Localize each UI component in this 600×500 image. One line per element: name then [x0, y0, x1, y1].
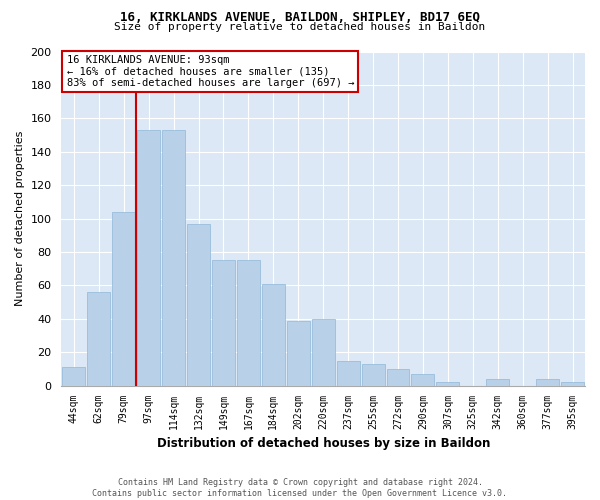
Bar	[386, 369, 409, 386]
Bar	[337, 360, 359, 386]
Bar	[112, 212, 135, 386]
Text: 16, KIRKLANDS AVENUE, BAILDON, SHIPLEY, BD17 6EQ: 16, KIRKLANDS AVENUE, BAILDON, SHIPLEY, …	[120, 11, 480, 24]
Bar	[287, 320, 310, 386]
Bar	[262, 284, 285, 386]
Bar	[561, 382, 584, 386]
Bar	[137, 130, 160, 386]
Bar	[362, 364, 385, 386]
Y-axis label: Number of detached properties: Number of detached properties	[15, 131, 25, 306]
Bar	[312, 319, 335, 386]
Bar	[212, 260, 235, 386]
Text: Contains HM Land Registry data © Crown copyright and database right 2024.
Contai: Contains HM Land Registry data © Crown c…	[92, 478, 508, 498]
Bar	[88, 292, 110, 386]
Text: 16 KIRKLANDS AVENUE: 93sqm
← 16% of detached houses are smaller (135)
83% of sem: 16 KIRKLANDS AVENUE: 93sqm ← 16% of deta…	[67, 55, 354, 88]
Bar	[536, 379, 559, 386]
Bar	[187, 224, 210, 386]
Bar	[62, 368, 85, 386]
Bar	[436, 382, 460, 386]
Bar	[237, 260, 260, 386]
Bar	[162, 130, 185, 386]
Bar	[412, 374, 434, 386]
X-axis label: Distribution of detached houses by size in Baildon: Distribution of detached houses by size …	[157, 437, 490, 450]
Text: Size of property relative to detached houses in Baildon: Size of property relative to detached ho…	[115, 22, 485, 32]
Bar	[486, 379, 509, 386]
